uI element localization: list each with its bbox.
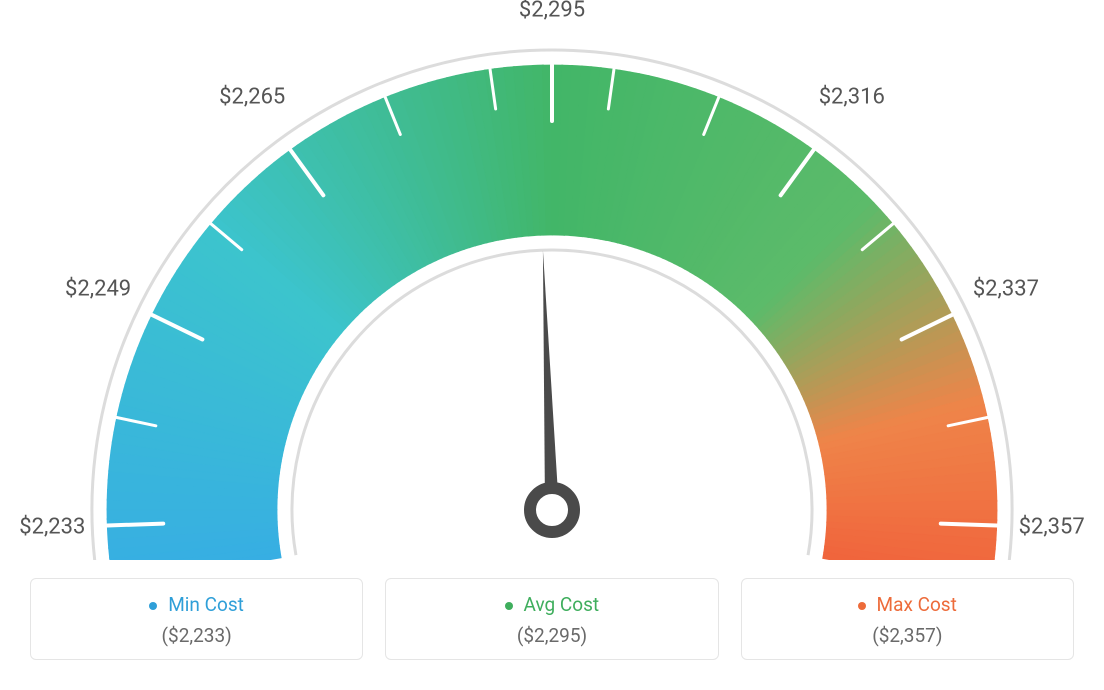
avg-cost-value: ($2,295) (396, 624, 707, 647)
min-cost-dot (149, 602, 157, 610)
avg-cost-title-text: Avg Cost (524, 593, 600, 616)
gauge-tick-label: $2,233 (19, 515, 85, 540)
max-cost-title-text: Max Cost (877, 593, 957, 616)
avg-cost-dot (505, 602, 513, 610)
gauge-tick-label: $2,249 (65, 276, 131, 301)
max-cost-dot (858, 602, 866, 610)
max-cost-card: Max Cost ($2,357) (741, 578, 1074, 660)
min-cost-title-text: Min Cost (168, 593, 244, 616)
summary-cards: Min Cost ($2,233) Avg Cost ($2,295) Max … (30, 578, 1074, 660)
gauge-tick-label: $2,265 (219, 85, 285, 110)
gauge-tick-label: $2,357 (1019, 515, 1085, 540)
gauge-svg (0, 0, 1104, 560)
gauge-area: $2,233 $2,249 $2,265 $2,295 $2,316 $2,337 $2,3… (0, 0, 1104, 560)
avg-cost-card: Avg Cost ($2,295) (385, 578, 718, 660)
min-cost-value: ($2,233) (41, 624, 352, 647)
min-cost-title: Min Cost (41, 593, 352, 616)
avg-cost-title: Avg Cost (396, 593, 707, 616)
cost-gauge-chart: $2,233 $2,249 $2,265 $2,295 $2,316 $2,337 $2,3… (0, 0, 1104, 690)
max-cost-value: ($2,357) (752, 624, 1063, 647)
gauge-tick-label: $2,337 (973, 276, 1039, 301)
gauge-tick-label: $2,295 (519, 0, 585, 23)
min-cost-card: Min Cost ($2,233) (30, 578, 363, 660)
max-cost-title: Max Cost (752, 593, 1063, 616)
gauge-tick-label: $2,316 (819, 85, 885, 110)
